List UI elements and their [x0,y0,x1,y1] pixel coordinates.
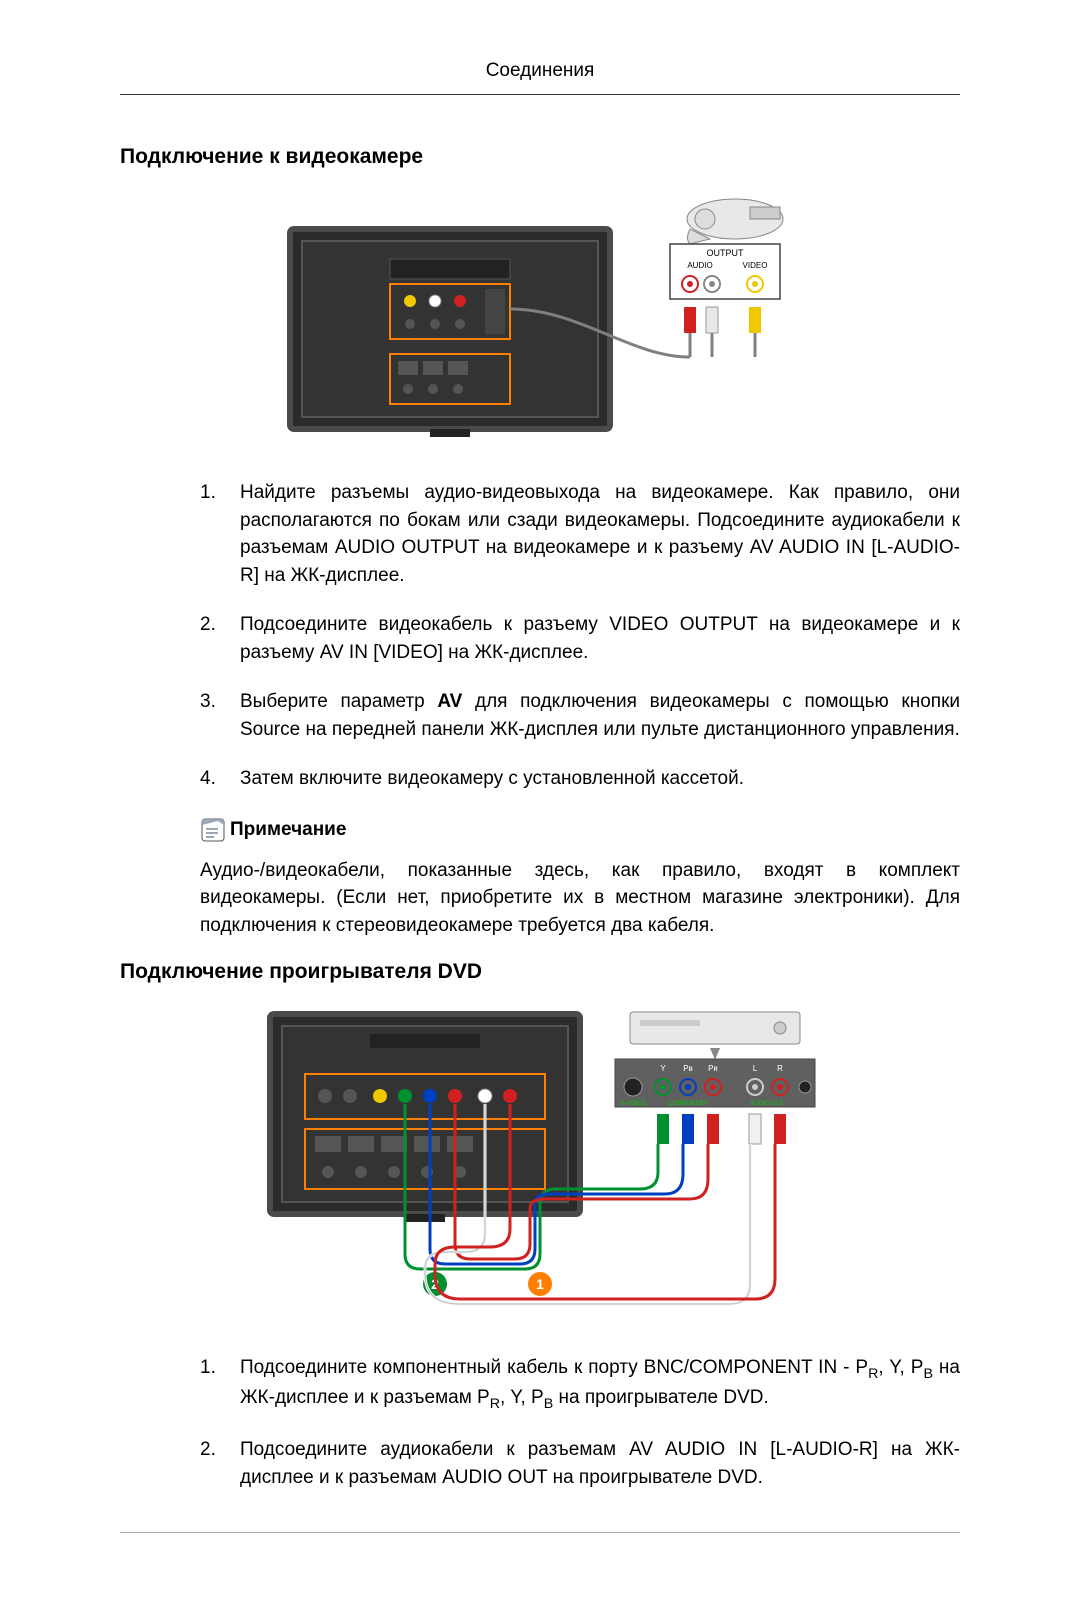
step-item: Затем включите видеокамеру с установленн… [200,765,960,793]
page-header: Соединения [120,60,960,95]
document-page: Соединения Подключение к видеокамере [0,0,1080,1613]
svg-text:COMPONENT: COMPONENT [669,1101,708,1107]
camcorder-diagram: OUTPUT AUDIO VIDEO [280,189,800,449]
note-header: Примечание [200,817,960,843]
footer-rule [120,1532,960,1533]
step-text: Найдите разъемы аудио-видеовыхода на вид… [240,482,960,586]
section2-figure: Y Pʙ Pʀ L R S-VIDEO COMPONENT AUDIO OUT [120,1004,960,1324]
note-title: Примечание [230,819,346,841]
label-video: VIDEO [743,261,768,270]
step-item: Выберите параметр AV для подключения вид… [200,688,960,743]
label-audio: AUDIO [687,261,712,270]
note-body: Аудио-/видеокабели, показанные здесь, ка… [200,857,960,940]
dvd-diagram: Y Pʙ Pʀ L R S-VIDEO COMPONENT AUDIO OUT [260,1004,820,1324]
svg-text:L: L [753,1064,758,1073]
step-text: Подсоедините видеокабель к разъему VIDEO… [240,614,960,663]
section1-figure: OUTPUT AUDIO VIDEO [120,189,960,449]
svg-text:AUDIO OUT: AUDIO OUT [750,1101,784,1107]
step-item: Подсоедините аудиокабели к разъемам AV A… [200,1436,960,1491]
section2-content: Подсоедините компонентный кабель к порту… [120,1354,960,1492]
section1-title: Подключение к видеокамере [120,145,960,169]
section2-steps: Подсоедините компонентный кабель к порту… [200,1354,960,1492]
svg-text:Pʙ: Pʙ [683,1064,693,1073]
step-item: Подсоедините видеокабель к разъему VIDEO… [200,611,960,666]
step-text: Затем включите видеокамеру с установленн… [240,768,744,789]
bold-av: AV [437,691,462,712]
section2-title: Подключение проигрывателя DVD [120,960,960,984]
label-output: OUTPUT [707,248,745,258]
svg-text:S-VIDEO: S-VIDEO [621,1101,646,1107]
svg-text:Pʀ: Pʀ [708,1064,718,1073]
note-icon [200,817,226,843]
svg-text:1: 1 [536,1276,544,1292]
section1-content: Найдите разъемы аудио-видеовыхода на вид… [120,479,960,940]
step-item: Подсоедините компонентный кабель к порту… [200,1354,960,1415]
section1-steps: Найдите разъемы аудио-видеовыхода на вид… [200,479,960,793]
step-item: Найдите разъемы аудио-видеовыхода на вид… [200,479,960,589]
svg-text:Y: Y [660,1064,666,1073]
svg-text:R: R [777,1064,783,1073]
